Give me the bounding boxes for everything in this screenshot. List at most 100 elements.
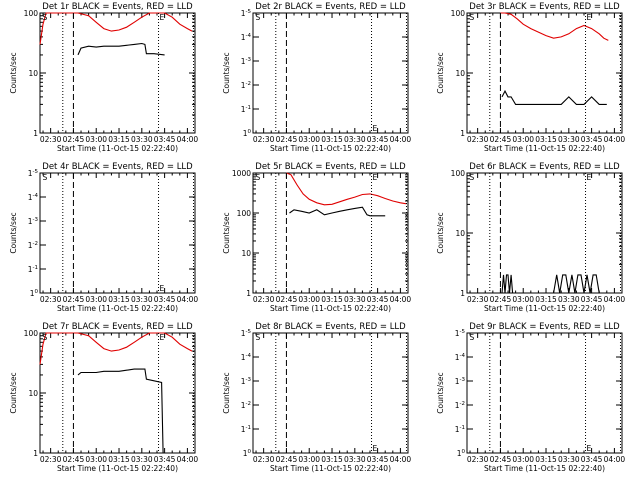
lld-series-line	[500, 12, 609, 41]
x-tick-label: 03:00	[298, 135, 320, 144]
x-tick-label: 02:30	[467, 135, 489, 144]
y-tick-label: 1-2	[28, 241, 38, 250]
x-tick-label: 02:45	[63, 135, 85, 144]
marker-label: E	[373, 124, 378, 133]
x-tick-label: 03:15	[321, 135, 343, 144]
x-tick-label: 03:00	[85, 295, 107, 304]
x-tick-label: 02:45	[490, 135, 512, 144]
x-tick-label: 02:30	[253, 135, 275, 144]
y-tick-label: 100	[24, 329, 39, 338]
y-tick-label: 1-3	[241, 57, 252, 66]
y-tick-label: 1-4	[28, 193, 39, 202]
x-axis-label: Start Time (11-Oct-15 02:22:40)	[57, 304, 178, 313]
y-tick-label: 100	[451, 169, 466, 178]
x-tick-label: 03:45	[581, 295, 603, 304]
x-tick-label: 03:30	[558, 135, 580, 144]
plot-title: Det 5r BLACK = Events, RED = LLD	[255, 162, 406, 172]
x-tick-label: 02:30	[253, 295, 275, 304]
plot-frame	[252, 172, 409, 294]
x-tick-label: 03:00	[85, 455, 107, 464]
x-tick-label: 03:00	[298, 295, 320, 304]
x-tick-label: 02:45	[276, 295, 298, 304]
plot-title: Det 9r BLACK = Events, RED = LLD	[469, 322, 620, 332]
x-tick-label: 03:30	[344, 135, 366, 144]
x-tick-label: 04:00	[177, 135, 199, 144]
marker-label: E	[160, 333, 165, 342]
y-tick-label: 1000	[232, 169, 251, 178]
x-tick-label: 03:00	[512, 455, 534, 464]
x-tick-label: 03:00	[298, 455, 320, 464]
y-axis-label: Counts/sec	[436, 52, 445, 93]
x-tick-label: 03:45	[367, 455, 389, 464]
x-tick-label: 03:45	[154, 455, 176, 464]
x-tick-label: 02:45	[63, 295, 85, 304]
marker-label: E	[373, 173, 378, 182]
y-tick-label: 10	[243, 129, 252, 138]
y-tick-label: 1-5	[241, 329, 252, 338]
x-tick-label: 04:00	[390, 455, 412, 464]
detector-plot: Det 8r BLACK = Events, RED = LLD 10 1-1 1-2…	[222, 322, 411, 473]
x-tick-label: 03:45	[154, 135, 176, 144]
x-tick-label: 03:45	[367, 135, 389, 144]
x-tick-label: 03:00	[512, 135, 534, 144]
marker-label: S	[470, 13, 475, 22]
x-tick-label: 04:00	[604, 455, 626, 464]
x-tick-label: 02:45	[63, 455, 85, 464]
plot-title: Det 1r BLACK = Events, RED = LLD	[42, 2, 193, 12]
x-tick-label: 02:45	[490, 295, 512, 304]
x-tick-label: 03:15	[108, 135, 130, 144]
detector-plot: Det 5r BLACK = Events, RED = LLD 1 10 100 10…	[222, 162, 411, 313]
y-tick-label: 1-1	[241, 105, 251, 114]
plot-title: Det 7r BLACK = Events, RED = LLD	[42, 322, 193, 332]
events-series-line	[289, 206, 386, 217]
y-axis-label: Counts/sec	[222, 52, 231, 93]
y-tick-label: 10	[455, 229, 465, 238]
y-tick-label: 1-3	[455, 377, 466, 386]
y-tick-label: 1	[33, 129, 38, 138]
plot-frame	[252, 12, 409, 134]
x-tick-label: 03:15	[535, 455, 557, 464]
y-axis-label: Counts/sec	[436, 372, 445, 413]
x-tick-label: 03:15	[535, 295, 557, 304]
x-axis-label: Start Time (11-Oct-15 02:22:40)	[484, 464, 605, 473]
y-axis-label: Counts/sec	[222, 212, 231, 253]
x-tick-label: 02:30	[40, 295, 62, 304]
x-tick-label: 03:30	[131, 295, 153, 304]
detector-plot: Det 6r BLACK = Events, RED = LLD 1 10 100 Co…	[436, 162, 625, 313]
y-tick-label: 1	[460, 129, 465, 138]
x-tick-label: 03:15	[321, 455, 343, 464]
plot-title: Det 8r BLACK = Events, RED = LLD	[255, 322, 406, 332]
detector-plot: Det 4r BLACK = Events, RED = LLD 10 1-1 1-2…	[9, 162, 198, 313]
marker-label: E	[160, 284, 165, 293]
y-tick-label: 1-2	[241, 81, 251, 90]
y-tick-label: 10	[241, 249, 251, 258]
x-tick-label: 02:30	[467, 455, 489, 464]
x-tick-label: 02:45	[276, 455, 298, 464]
x-tick-label: 02:45	[490, 455, 512, 464]
marker-label: S	[43, 333, 48, 342]
y-tick-label: 1-2	[241, 401, 251, 410]
x-tick-label: 03:15	[535, 135, 557, 144]
plot-title: Det 6r BLACK = Events, RED = LLD	[469, 162, 620, 172]
x-tick-label: 03:00	[512, 295, 534, 304]
y-tick-label: 1-3	[241, 377, 252, 386]
x-tick-label: 02:30	[40, 455, 62, 464]
y-tick-label: 10	[243, 449, 252, 458]
detector-plot: Det 1r BLACK = Events, RED = LLD 1 10 100 Co…	[9, 2, 198, 153]
x-tick-label: 03:45	[367, 295, 389, 304]
detector-plot: Det 9r BLACK = Events, RED = LLD 10 1-1 1-2…	[436, 322, 625, 473]
y-tick-label: 100	[24, 9, 39, 18]
marker-label: S	[43, 173, 48, 182]
y-tick-label: 1-3	[28, 217, 39, 226]
x-axis-label: Start Time (11-Oct-15 02:22:40)	[484, 304, 605, 313]
x-tick-label: 03:15	[321, 295, 343, 304]
x-tick-label: 02:30	[253, 455, 275, 464]
y-tick-label: 1-1	[455, 425, 465, 434]
y-tick-label: 1-5	[28, 169, 39, 178]
x-axis-label: Start Time (11-Oct-15 02:22:40)	[270, 464, 391, 473]
x-tick-label: 04:00	[177, 455, 199, 464]
detector-plot: Det 2r BLACK = Events, RED = LLD 10 1-1 1-2…	[222, 2, 411, 153]
marker-label: E	[587, 444, 592, 453]
y-tick-label: 1-2	[455, 401, 465, 410]
